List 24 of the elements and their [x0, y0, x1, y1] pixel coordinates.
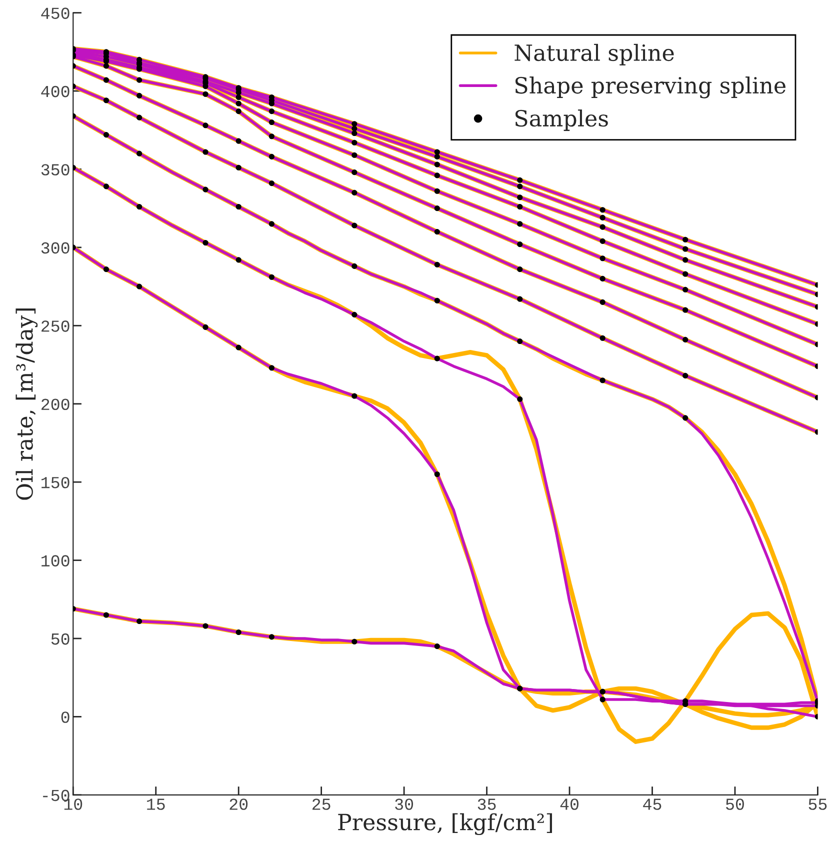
- y-tick-label: 200: [42, 398, 70, 410]
- y-tick-label: 250: [42, 320, 70, 332]
- y-tick-label: 150: [42, 476, 70, 488]
- y-tick-label: 100: [42, 555, 70, 566]
- x-tick-label: 55: [808, 798, 827, 810]
- x-tick-label: 50: [726, 798, 744, 810]
- x-tick-label: 45: [643, 798, 662, 810]
- y-axis-title: Oil rate, [m³/day]: [16, 308, 38, 500]
- x-tick-label: 25: [312, 798, 330, 810]
- x-tick-label: 35: [478, 798, 496, 810]
- y-tick-label: 450: [41, 8, 70, 19]
- y-tick-label: 300: [41, 242, 70, 254]
- legend-label: Samples: [515, 109, 608, 131]
- x-tick-label: 15: [147, 798, 165, 810]
- x-tick-label: 40: [560, 798, 578, 810]
- x-axis-title: Pressure, [kgf/cm²]: [338, 813, 552, 836]
- y-tick-label: 350: [41, 164, 70, 176]
- legend-label: Natural spline: [514, 44, 674, 66]
- x-tick-label: 20: [230, 798, 248, 810]
- y-tick-label: 50: [51, 633, 70, 645]
- legend-label: Shape preserving spline: [515, 76, 786, 98]
- x-tick-label: 30: [395, 798, 414, 810]
- y-tick-label: 400: [41, 86, 70, 98]
- y-tick-label: 0: [61, 712, 70, 723]
